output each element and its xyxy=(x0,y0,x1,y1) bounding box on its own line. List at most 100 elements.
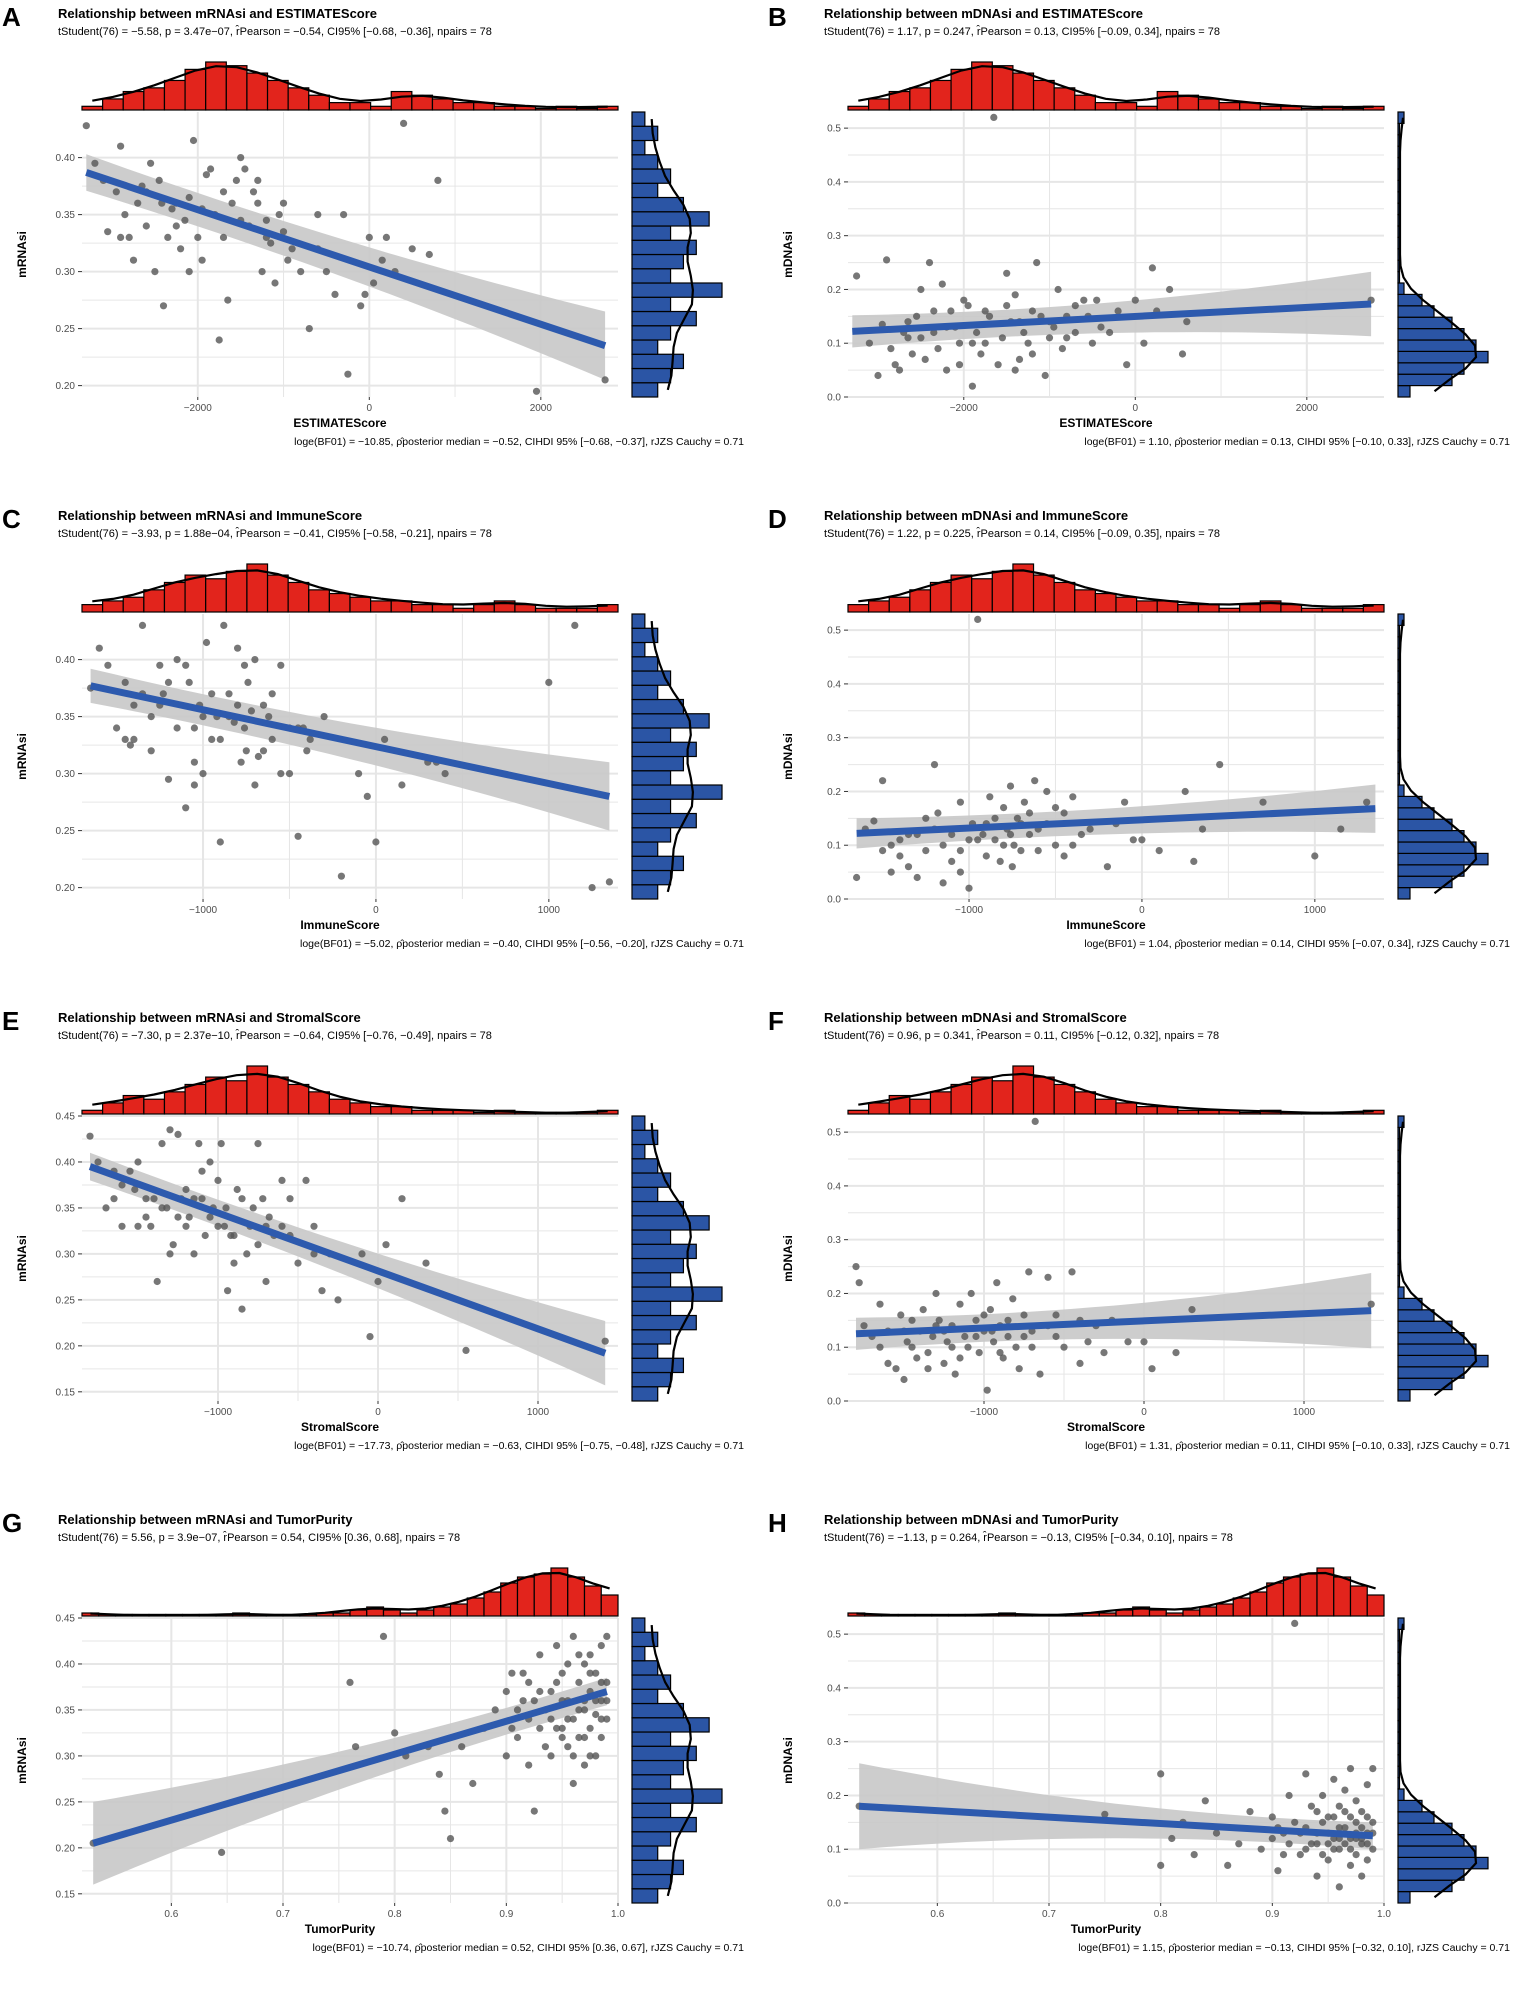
data-point xyxy=(434,176,442,184)
data-point xyxy=(130,701,138,709)
panel-b: −2000 0 2000 0.0 0.1 0.2 0.3 0.4 0.5 ESTIMATEScor… xyxy=(766,0,1532,490)
data-point xyxy=(1148,1365,1156,1373)
side-histogram-bar xyxy=(631,1888,659,1904)
top-histogram-bar xyxy=(583,1585,602,1617)
data-point xyxy=(158,1204,166,1212)
data-point xyxy=(1060,852,1068,860)
top-histogram-bar xyxy=(1148,1609,1167,1617)
data-point xyxy=(1044,1273,1052,1281)
data-point xyxy=(547,1715,555,1723)
side-histogram-bar xyxy=(1397,362,1465,375)
data-point xyxy=(1103,863,1111,871)
side-histogram-bar xyxy=(631,784,723,800)
data-point xyxy=(973,328,981,337)
data-point xyxy=(220,1222,228,1230)
data-point xyxy=(185,268,193,276)
side-histogram-bar xyxy=(1397,1811,1435,1824)
panel-letter: E xyxy=(2,1006,20,1036)
x-axis-label: ImmuneScore xyxy=(1066,918,1146,932)
top-histogram-bar xyxy=(847,604,870,613)
top-histogram-bar xyxy=(1136,600,1158,613)
data-point xyxy=(903,1338,911,1346)
top-density-curve xyxy=(92,65,608,109)
side-histogram-bar xyxy=(1397,613,1405,626)
data-point xyxy=(892,1365,900,1373)
top-histogram-bar xyxy=(102,98,124,111)
side-histogram-bar xyxy=(631,1215,710,1231)
top-histogram-bar xyxy=(1074,589,1096,613)
data-point xyxy=(254,1140,262,1148)
data-point xyxy=(352,1743,360,1751)
data-point xyxy=(344,370,352,378)
y-tick-label: 0.4 xyxy=(827,679,841,690)
data-point xyxy=(575,1706,583,1714)
data-point xyxy=(241,165,249,173)
data-point xyxy=(964,302,972,310)
x-tick-label: −1000 xyxy=(189,905,218,916)
y-tick-label: 0.35 xyxy=(56,1705,76,1716)
y-tick-label: 0.5 xyxy=(827,124,841,135)
side-histogram-bar xyxy=(1397,1332,1465,1345)
data-point xyxy=(217,1140,225,1148)
top-histogram-bar xyxy=(533,1573,552,1617)
top-histogram-bar xyxy=(1032,574,1055,613)
side-histogram-bar xyxy=(1397,339,1477,352)
top-histogram-bar xyxy=(266,79,289,111)
side-histogram-bar xyxy=(631,684,659,701)
plot-canvas: −1000 0 1000 0.0 0.1 0.2 0.3 0.4 0.5 ImmuneScore m… xyxy=(781,563,1489,932)
data-point xyxy=(972,1332,980,1341)
top-histogram-bar xyxy=(1012,72,1035,111)
top-histogram-bar xyxy=(1094,102,1117,111)
data-point xyxy=(965,884,973,892)
data-point xyxy=(1100,1349,1108,1357)
top-histogram-bar xyxy=(909,589,932,613)
top-histogram-bar xyxy=(909,1098,932,1115)
x-tick-label: 1.0 xyxy=(611,1909,625,1920)
data-point xyxy=(310,1250,318,1258)
x-tick-label: 0.8 xyxy=(1154,1909,1168,1920)
x-tick-label: 0.9 xyxy=(499,1909,513,1920)
y-tick-label: 0.2 xyxy=(827,787,841,798)
data-point xyxy=(571,621,579,629)
data-point xyxy=(896,836,904,844)
data-point xyxy=(190,1250,198,1258)
data-point xyxy=(530,1807,538,1815)
top-histogram-bar xyxy=(555,607,578,613)
data-point xyxy=(259,701,268,709)
data-point xyxy=(580,1733,589,1742)
top-histogram-bar xyxy=(576,107,598,111)
panel-title: Relationship between mDNAsi and StromalS… xyxy=(824,1010,1127,1025)
data-point xyxy=(1020,1311,1028,1319)
data-point xyxy=(601,1337,609,1345)
data-point xyxy=(121,211,129,219)
data-point xyxy=(259,747,268,755)
data-point xyxy=(860,1322,868,1330)
data-point xyxy=(268,735,276,743)
y-tick-label: 0.30 xyxy=(56,769,76,780)
data-point xyxy=(361,290,369,298)
data-point xyxy=(182,1222,190,1230)
data-point xyxy=(1341,1786,1349,1794)
top-histogram-bar xyxy=(1282,1576,1301,1617)
data-point xyxy=(398,1195,406,1203)
frequentist-stats: tStudent(76) = −3.93, p = 1.88e−04, r̂Pe… xyxy=(58,528,492,540)
top-histogram-bar xyxy=(1300,107,1323,111)
data-point xyxy=(1190,1851,1198,1859)
data-point xyxy=(1052,1311,1060,1319)
top-histogram-bar xyxy=(1165,1612,1184,1617)
data-point xyxy=(913,312,921,320)
data-point xyxy=(1335,1883,1343,1891)
bayesian-stats: loge(BF01) = −5.02, ρ̂posterior median =… xyxy=(299,938,744,950)
y-tick-label: 0.5 xyxy=(827,1128,841,1139)
data-point xyxy=(147,747,155,755)
data-point xyxy=(288,245,296,253)
data-point xyxy=(891,361,899,369)
data-point xyxy=(996,1349,1004,1357)
data-point xyxy=(1003,269,1011,277)
side-histogram-bar xyxy=(631,1371,672,1388)
regression-line xyxy=(85,169,607,350)
top-histogram-bar xyxy=(163,1091,186,1115)
y-tick-label: 0.45 xyxy=(56,1112,76,1123)
data-point xyxy=(1045,334,1054,342)
data-point xyxy=(147,1222,155,1230)
